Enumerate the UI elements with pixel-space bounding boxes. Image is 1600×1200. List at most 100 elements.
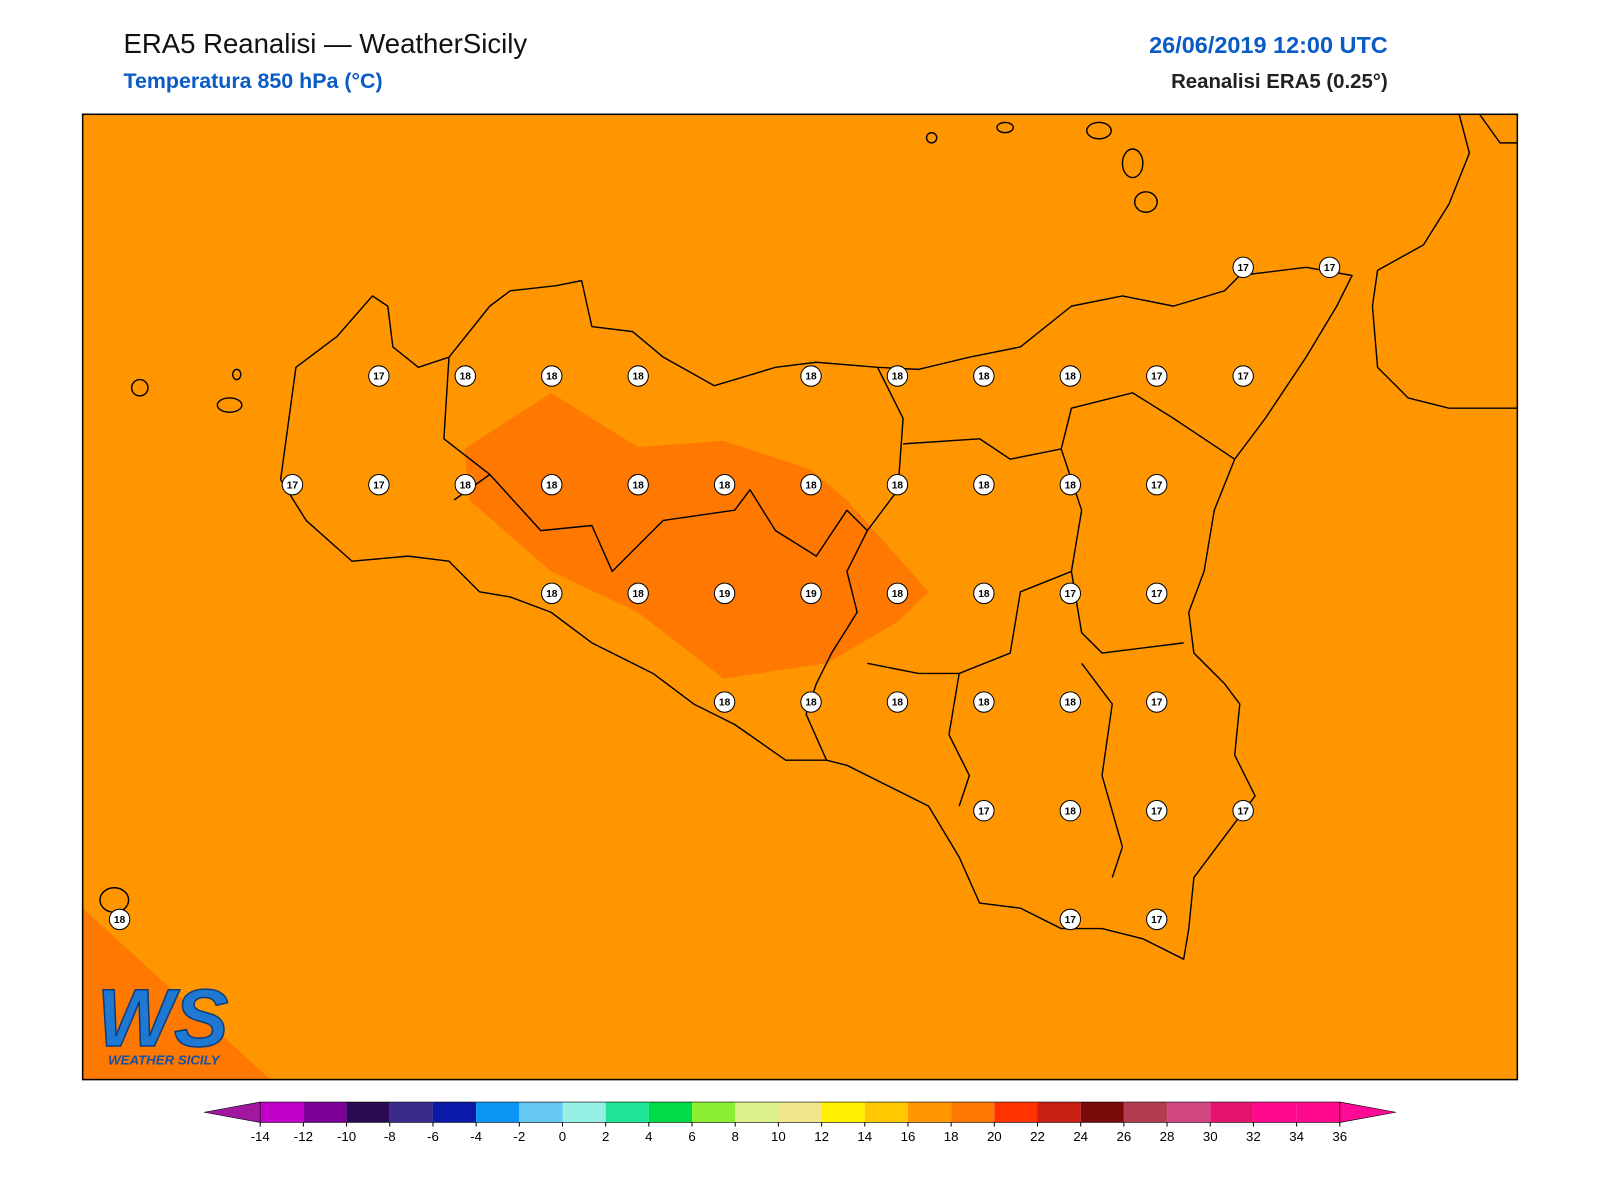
station-value: 18 xyxy=(805,698,817,709)
station-value: 17 xyxy=(1151,372,1163,383)
colorbar-over xyxy=(1339,1101,1396,1123)
station-value: 18 xyxy=(1065,698,1077,709)
station-marker xyxy=(1232,365,1254,387)
colorbar-tick-label: 34 xyxy=(1289,1129,1304,1144)
station-marker xyxy=(368,365,390,387)
colorbar-tick-label: -10 xyxy=(337,1129,356,1144)
colorbar-tick-label: 20 xyxy=(987,1129,1002,1144)
station-marker xyxy=(1059,582,1082,605)
colorbar-bin xyxy=(1080,1102,1124,1123)
logo: WS xyxy=(97,973,229,1064)
station-value: 18 xyxy=(805,372,817,383)
colorbar-tick-label: 10 xyxy=(771,1129,786,1144)
colorbar-tick-label: 36 xyxy=(1332,1129,1347,1144)
colorbar-bin xyxy=(605,1102,649,1123)
station-marker xyxy=(541,582,563,605)
station-marker xyxy=(1146,582,1168,605)
station-marker xyxy=(1146,691,1168,713)
colorbar-tick-label: -4 xyxy=(470,1129,482,1144)
station-marker xyxy=(541,365,563,387)
colorbar-bin xyxy=(519,1102,563,1123)
station-marker xyxy=(627,582,649,605)
colorbar-tick-label: 8 xyxy=(732,1129,739,1144)
station-value: 18 xyxy=(719,698,731,709)
colorbar-bin xyxy=(692,1102,736,1123)
station-marker xyxy=(541,473,563,496)
colorbar-tick-label: 6 xyxy=(688,1129,695,1144)
colorbar-frame xyxy=(259,1101,1341,1123)
station-value: 17 xyxy=(1237,372,1249,383)
station-value: 18 xyxy=(1065,372,1077,383)
station-marker xyxy=(281,473,304,496)
colorbar-bin xyxy=(1253,1102,1297,1123)
colorbar-bin xyxy=(562,1102,606,1123)
colorbar-bin xyxy=(778,1102,822,1123)
colorbar-bin xyxy=(1210,1102,1254,1123)
colorbar-bin xyxy=(303,1102,347,1123)
station-marker xyxy=(627,473,649,496)
station-value: 17 xyxy=(978,806,990,817)
colorbar-bin xyxy=(735,1102,779,1123)
station-marker xyxy=(713,691,736,713)
station-marker xyxy=(1232,800,1254,822)
colorbar-tick-label: -12 xyxy=(294,1129,313,1144)
station-value: 17 xyxy=(373,480,385,491)
colorbar-tick-label: 0 xyxy=(559,1129,566,1144)
map: 17 17 17 18 18 18 18 18 18 18 17 17 17 17 18 18 18 18 18 18… xyxy=(81,113,1519,1081)
station-value: 18 xyxy=(978,698,990,709)
station-marker xyxy=(1059,365,1082,387)
colorbar-bin xyxy=(1296,1102,1340,1123)
station-value: 18 xyxy=(114,915,126,926)
colorbar-tick-label: 16 xyxy=(901,1129,916,1144)
station-value: 18 xyxy=(978,372,990,383)
station-marker xyxy=(1146,473,1168,496)
station-marker xyxy=(1146,365,1168,387)
colorbar-bin xyxy=(1037,1102,1081,1123)
station-value: 17 xyxy=(373,372,385,383)
colorbar-tick-label: -6 xyxy=(427,1129,439,1144)
colorbar-bin xyxy=(907,1102,952,1123)
colorbar-bin xyxy=(1167,1102,1211,1123)
station-value: 18 xyxy=(892,480,904,491)
station-value: 17 xyxy=(1151,806,1163,817)
colorbar-tick-label: 24 xyxy=(1073,1129,1088,1144)
datetime: 26/06/2019 12:00 UTC xyxy=(1149,32,1388,58)
station-marker xyxy=(886,365,909,387)
colorbar-bin xyxy=(432,1102,477,1123)
station-value: 18 xyxy=(632,480,644,491)
station-value: 18 xyxy=(892,698,904,709)
colorbar-tick-label: 12 xyxy=(814,1129,829,1144)
station-marker xyxy=(1318,256,1341,279)
station-value: 18 xyxy=(546,372,558,383)
station-value: 18 xyxy=(460,480,472,491)
station-marker xyxy=(800,691,822,713)
colorbar-bin xyxy=(821,1102,865,1123)
station-marker xyxy=(973,691,995,713)
colorbar-bin xyxy=(648,1102,693,1123)
station-value: 19 xyxy=(805,589,817,600)
station-value: 18 xyxy=(1065,480,1077,491)
station-marker xyxy=(1059,473,1082,496)
station-value: 17 xyxy=(1151,698,1163,709)
station-marker xyxy=(108,908,131,931)
station-value: 18 xyxy=(978,589,990,600)
station-value: 18 xyxy=(805,480,817,491)
station-value: 18 xyxy=(1065,806,1077,817)
station-value: 17 xyxy=(1237,263,1249,274)
station-marker xyxy=(973,582,995,605)
coastline xyxy=(279,266,1353,960)
station-value: 17 xyxy=(1151,480,1163,491)
colorbar-bin xyxy=(951,1102,995,1123)
station-value: 18 xyxy=(719,480,731,491)
colorbar-under xyxy=(204,1101,261,1123)
station-marker xyxy=(1059,800,1082,822)
station-value: 17 xyxy=(1065,589,1077,600)
colorbar-bin xyxy=(389,1102,433,1123)
subtitle: Temperatura 850 hPa (°C) xyxy=(123,69,382,93)
station-value: 17 xyxy=(1237,806,1249,817)
station-marker xyxy=(713,582,736,605)
station-marker xyxy=(454,473,477,496)
colorbar-bin xyxy=(994,1102,1038,1123)
boundaries xyxy=(443,357,1236,878)
